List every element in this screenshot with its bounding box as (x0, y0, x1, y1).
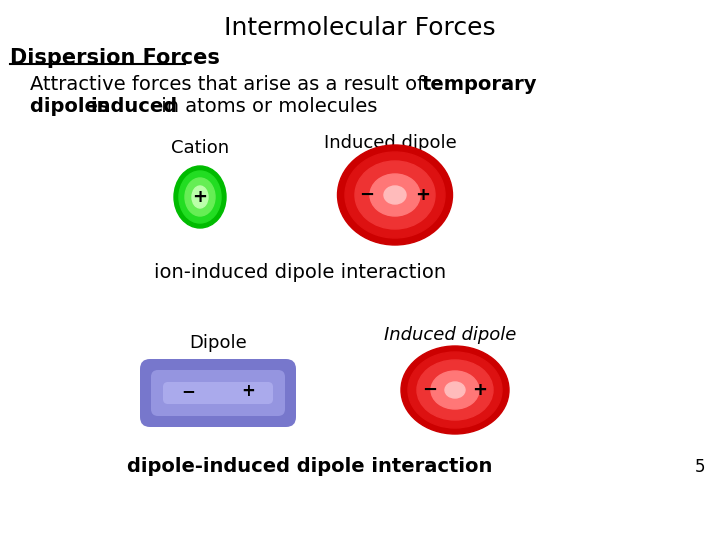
Ellipse shape (384, 186, 406, 204)
Text: dipole-induced dipole interaction: dipole-induced dipole interaction (127, 457, 492, 476)
Text: −: − (423, 381, 438, 399)
Ellipse shape (192, 186, 208, 208)
Text: 5: 5 (695, 458, 706, 476)
Text: +: + (415, 186, 431, 204)
FancyBboxPatch shape (151, 370, 285, 416)
FancyBboxPatch shape (140, 359, 296, 427)
Text: +: + (192, 188, 207, 206)
Text: Dipole: Dipole (189, 334, 247, 352)
Text: temporary: temporary (422, 76, 538, 94)
Text: induced: induced (90, 98, 177, 117)
Text: Dispersion Forces: Dispersion Forces (10, 48, 220, 68)
Ellipse shape (370, 174, 420, 216)
Text: Cation: Cation (171, 139, 229, 157)
Ellipse shape (355, 161, 435, 229)
Text: Induced dipole: Induced dipole (323, 134, 456, 152)
Ellipse shape (345, 152, 445, 238)
Text: dipoles: dipoles (30, 98, 116, 117)
Text: Induced dipole: Induced dipole (384, 326, 516, 344)
Text: +: + (241, 382, 255, 400)
Ellipse shape (431, 371, 479, 409)
Ellipse shape (179, 171, 221, 223)
Ellipse shape (408, 352, 502, 428)
FancyBboxPatch shape (163, 382, 273, 404)
Ellipse shape (338, 145, 452, 245)
Text: in atoms or molecules: in atoms or molecules (155, 98, 377, 117)
Text: Intermolecular Forces: Intermolecular Forces (224, 16, 496, 40)
Ellipse shape (185, 178, 215, 216)
Text: −: − (181, 382, 195, 400)
Ellipse shape (401, 346, 509, 434)
Text: ion-induced dipole interaction: ion-induced dipole interaction (154, 262, 446, 281)
Ellipse shape (417, 360, 493, 420)
Ellipse shape (445, 382, 465, 398)
Text: −: − (359, 186, 374, 204)
Text: Attractive forces that arise as a result of: Attractive forces that arise as a result… (30, 76, 431, 94)
Ellipse shape (174, 166, 226, 228)
Text: +: + (472, 381, 487, 399)
